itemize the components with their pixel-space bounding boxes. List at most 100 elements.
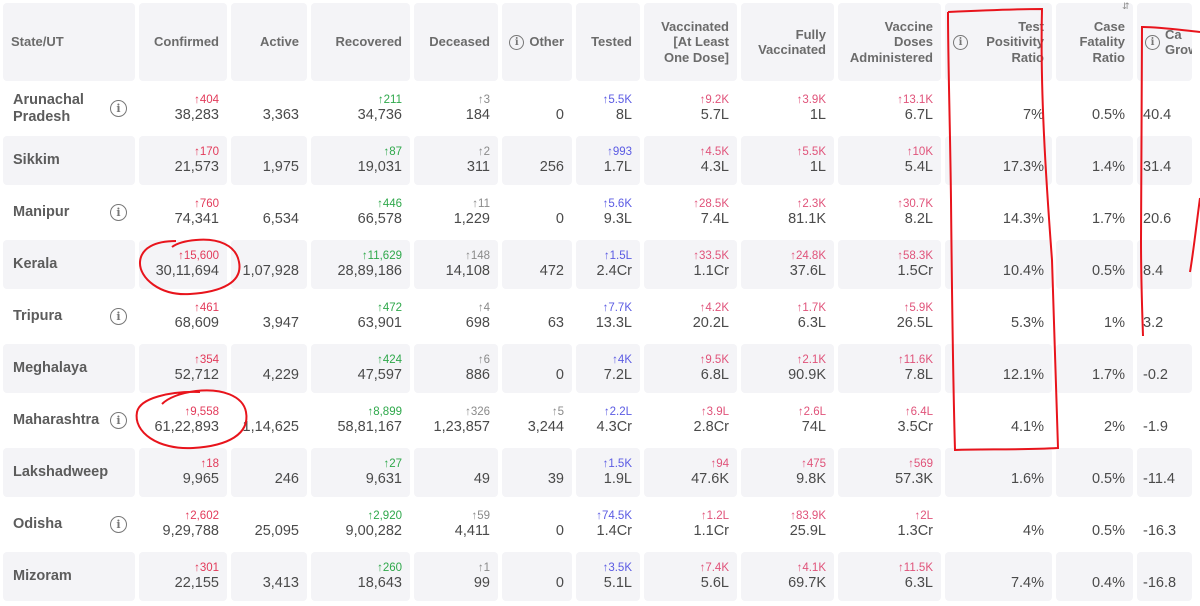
info-icon[interactable]: i	[953, 34, 968, 50]
state-name: Kerala	[13, 256, 58, 272]
value-recovered: 18,643	[357, 575, 402, 591]
cell-recovered: ↑2,920 9,00,282	[311, 500, 410, 549]
info-icon[interactable]: i	[509, 34, 525, 50]
delta-doses: ↑6.4L	[904, 406, 933, 418]
info-icon[interactable]: i	[110, 308, 127, 325]
value-deceased: 49	[473, 471, 490, 487]
value-confirmed: 38,283	[174, 107, 219, 123]
value-fully: 1L	[809, 159, 826, 175]
header-tested-label: Tested	[591, 34, 632, 50]
value-growth: 8.4	[1143, 263, 1164, 279]
header-deceased[interactable]: Deceased	[414, 3, 498, 81]
value-recovered: 47,597	[357, 367, 402, 383]
header-confirmed[interactable]: Confirmed	[139, 3, 227, 81]
delta-tested: ↑3.5K	[602, 562, 632, 574]
header-vaccinated-one-dose[interactable]: Vaccinated [At Least One Dose]	[644, 3, 737, 81]
cell-deceased: ↑1 99	[414, 552, 498, 601]
info-icon[interactable]: i	[110, 204, 127, 221]
value-tested: 7.2L	[603, 367, 632, 383]
cell-vacc: ↑3.9L 2.8Cr	[644, 396, 737, 445]
value-growth: -11.4	[1143, 471, 1175, 487]
cell-tested: ↑1.5L 2.4Cr	[576, 240, 640, 289]
delta-tested: ↑4K	[612, 354, 632, 366]
value-tpr: 4.1%	[1010, 419, 1044, 435]
state-name: Sikkim	[13, 152, 60, 168]
cell-other: 0	[502, 344, 572, 393]
header-case-growth[interactable]: i Ca Grow	[1137, 3, 1192, 81]
cell-tested: ↑5.6K 9.3L	[576, 188, 640, 237]
header-test-positivity-ratio[interactable]: i Test Positivity Ratio	[945, 3, 1052, 81]
header-fully-vaccinated[interactable]: Fully Vaccinated	[741, 3, 834, 81]
delta-doses: ↑13.1K	[897, 94, 933, 106]
sort-icon[interactable]: ⇵	[1122, 1, 1130, 11]
header-active[interactable]: Active	[231, 3, 307, 81]
header-recovered[interactable]: Recovered	[311, 3, 410, 81]
value-deceased: 14,108	[445, 263, 490, 279]
cell-active: 25,095	[231, 500, 307, 549]
value-growth: 20.6	[1143, 211, 1172, 227]
cell-vacc: ↑94 47.6K	[644, 448, 737, 497]
value-other: 0	[555, 367, 564, 383]
info-icon[interactable]: i	[110, 516, 127, 533]
state-cell[interactable]: Kerala	[3, 240, 135, 289]
value-fully: 69.7K	[788, 575, 826, 591]
state-cell[interactable]: Maharashtra i	[3, 396, 135, 445]
cell-confirmed: ↑760 74,341	[139, 188, 227, 237]
cell-tested: ↑2.2L 4.3Cr	[576, 396, 640, 445]
cell-recovered: ↑424 47,597	[311, 344, 410, 393]
state-cell[interactable]: Manipur i	[3, 188, 135, 237]
cell-growth: 31.4	[1137, 136, 1192, 185]
state-name: Odisha	[13, 516, 63, 532]
cell-recovered: ↑87 19,031	[311, 136, 410, 185]
delta-confirmed: ↑2,602	[184, 510, 219, 522]
delta-doses: ↑11.5K	[898, 562, 933, 574]
value-fully: 6.3L	[797, 315, 826, 331]
value-growth: -0.2	[1143, 367, 1168, 383]
cell-growth: -1.9	[1137, 396, 1192, 445]
state-cell[interactable]: Mizoram	[3, 552, 135, 601]
delta-tested: ↑1.5L	[603, 250, 632, 262]
cell-tested: ↑993 1.7L	[576, 136, 640, 185]
cell-deceased: ↑11 1,229	[414, 188, 498, 237]
value-tpr: 4%	[1023, 523, 1044, 539]
header-tested[interactable]: Tested	[576, 3, 640, 81]
value-cfr: 0.5%	[1091, 523, 1125, 539]
info-icon[interactable]: i	[110, 412, 127, 429]
delta-recovered: ↑472	[377, 302, 402, 314]
cell-vacc: ↑4.5K 4.3L	[644, 136, 737, 185]
header-other[interactable]: i Other	[502, 3, 572, 81]
state-cell[interactable]: Odisha i	[3, 500, 135, 549]
info-icon[interactable]: i	[110, 100, 127, 117]
cell-active: 4,229	[231, 344, 307, 393]
state-cell[interactable]: Tripura i	[3, 292, 135, 341]
value-tested: 8L	[615, 107, 632, 123]
cell-other: 0	[502, 188, 572, 237]
info-icon[interactable]: i	[1145, 34, 1160, 50]
header-state[interactable]: State/UT	[3, 3, 135, 81]
cell-deceased: ↑6 886	[414, 344, 498, 393]
delta-deceased: ↑1	[477, 562, 490, 574]
delta-confirmed: ↑9,558	[184, 406, 219, 418]
delta-vacc: ↑4.2K	[699, 302, 729, 314]
state-cell[interactable]: Sikkim	[3, 136, 135, 185]
value-deceased: 311	[466, 159, 490, 175]
state-cell[interactable]: Lakshadweep	[3, 448, 135, 497]
state-cell[interactable]: Meghalaya	[3, 344, 135, 393]
cell-other: 0	[502, 552, 572, 601]
cell-confirmed: ↑404 38,283	[139, 84, 227, 133]
header-case-fatality-ratio[interactable]: Case Fatality Ratio	[1056, 3, 1133, 81]
delta-deceased: ↑3	[477, 94, 490, 106]
value-other: 39	[547, 471, 564, 487]
delta-recovered: ↑8,899	[367, 406, 402, 418]
header-vaccine-doses[interactable]: Vaccine Doses Administered	[838, 3, 941, 81]
cell-doses: ↑30.7K 8.2L	[838, 188, 941, 237]
cell-deceased: 49	[414, 448, 498, 497]
state-name: Meghalaya	[13, 360, 88, 376]
header-test-positivity-ratio-label: Test Positivity Ratio	[986, 18, 1044, 65]
header-case-growth-label: Ca Grow	[1165, 26, 1192, 58]
delta-confirmed: ↑170	[194, 146, 219, 158]
cell-tpr: 7.4%	[945, 552, 1052, 601]
cell-confirmed: ↑15,600 30,11,694	[139, 240, 227, 289]
value-recovered: 58,81,167	[337, 419, 402, 435]
state-cell[interactable]: Arunachal Pradesh i	[3, 84, 135, 133]
